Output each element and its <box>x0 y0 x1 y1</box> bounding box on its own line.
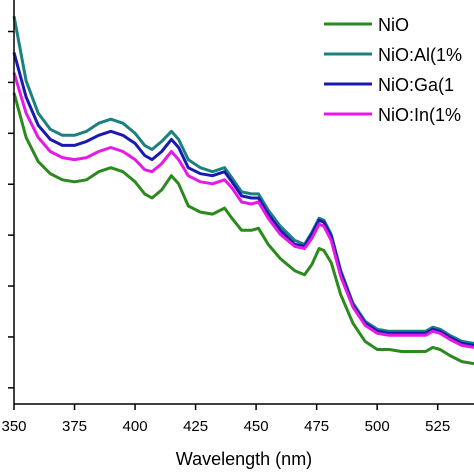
series-line-4 <box>12 72 474 349</box>
series-line-2 <box>12 15 474 345</box>
x-axis-title: Wavelength (nm) <box>176 449 312 469</box>
x-tick-label: 375 <box>62 418 87 435</box>
x-tick-label: 425 <box>183 418 208 435</box>
series-line-1 <box>12 92 474 366</box>
plot-area: 350 375 400 425 450 475 500 525 <box>1 0 474 435</box>
x-tick-label: 500 <box>365 418 390 435</box>
legend-label-4: NiO:In(1% <box>378 105 461 125</box>
legend: NiO NiO:Al(1% NiO:Ga(1 NiO:In(1% <box>324 15 462 125</box>
series-layer <box>12 15 474 366</box>
legend-label-1: NiO <box>378 15 409 35</box>
x-tick-label: 450 <box>244 418 269 435</box>
series-line-3 <box>12 52 474 347</box>
x-tick-label: 400 <box>123 418 148 435</box>
legend-label-2: NiO:Al(1% <box>378 45 462 65</box>
x-tick-label: 525 <box>425 418 450 435</box>
x-tick-label: 350 <box>1 418 26 435</box>
legend-label-3: NiO:Ga(1 <box>378 75 454 95</box>
x-tick-label: 475 <box>304 418 329 435</box>
axes-layer: 350 375 400 425 450 475 500 525 <box>1 0 474 435</box>
